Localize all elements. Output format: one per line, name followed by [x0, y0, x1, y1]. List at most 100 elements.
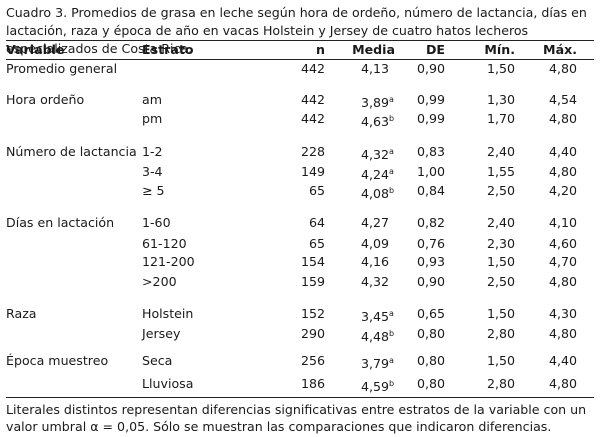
cell-media: 3,79a	[340, 352, 395, 373]
cell-min: 1,50	[486, 254, 515, 269]
header-variable: Variable	[6, 42, 65, 57]
significance-letter: a	[389, 309, 394, 318]
cell-n: 256	[300, 353, 325, 368]
media-value: 4,13	[360, 61, 389, 76]
cell-min: 2,80	[486, 326, 515, 341]
cell-n: 442	[300, 61, 325, 76]
cell-media: 3,89a	[340, 91, 395, 112]
table-caption: Cuadro 3. Promedios de grasa en leche se…	[6, 5, 587, 56]
cell-variable: Promedio general	[6, 61, 118, 76]
cell-variable: Número de lactancia	[6, 144, 137, 159]
media-value: 3,79	[360, 356, 389, 371]
cell-min: 1,50	[486, 306, 515, 321]
significance-letter: b	[389, 379, 395, 388]
cell-estrato: 3-4	[142, 164, 163, 179]
cell-min: 2,80	[486, 376, 515, 391]
cell-estrato: 121-200	[142, 254, 195, 269]
significance-letter: a	[389, 95, 394, 104]
media-value: 3,89	[360, 95, 389, 110]
cell-min: 2,40	[486, 215, 515, 230]
cell-de: 0,65	[416, 306, 445, 321]
significance-letter: a	[389, 167, 394, 176]
table-footnote: Literales distintos representan diferenc…	[6, 402, 587, 434]
cell-max: 4,40	[548, 144, 577, 159]
cell-max: 4,40	[548, 353, 577, 368]
header-de: DE	[425, 42, 445, 57]
cell-media: 4,59b	[340, 375, 395, 396]
cell-de: 0,90	[416, 274, 445, 289]
header-media: Media	[352, 42, 395, 57]
cell-de: 0,82	[416, 215, 445, 230]
cell-estrato: Seca	[142, 353, 173, 368]
cell-max: 4,54	[548, 92, 577, 107]
media-value: 4,59	[360, 379, 389, 394]
cell-de: 0,93	[416, 254, 445, 269]
cell-estrato: Jersey	[142, 326, 181, 341]
cell-media: 4,32	[340, 273, 395, 291]
cell-estrato: Holstein	[142, 306, 194, 321]
cell-n: 228	[300, 144, 325, 159]
cell-media: 4,48b	[340, 325, 395, 346]
cell-min: 1,70	[486, 111, 515, 126]
cell-estrato: ≥ 5	[142, 183, 165, 198]
significance-letter: a	[389, 356, 394, 365]
cell-n: 149	[300, 164, 325, 179]
cell-n: 65	[308, 236, 325, 251]
media-value: 4,24	[360, 167, 389, 182]
cell-max: 4,30	[548, 306, 577, 321]
significance-letter: a	[389, 147, 394, 156]
cell-de: 0,99	[416, 111, 445, 126]
cell-min: 2,50	[486, 183, 515, 198]
cell-media: 4,08b	[340, 182, 395, 203]
cell-min: 2,40	[486, 144, 515, 159]
cell-de: 1,00	[416, 164, 445, 179]
media-value: 4,32	[360, 274, 389, 289]
cell-de: 0,90	[416, 61, 445, 76]
bottom-rule	[6, 397, 594, 398]
cell-max: 4,70	[548, 254, 577, 269]
cell-de: 0,76	[416, 236, 445, 251]
media-value: 4,09	[360, 236, 389, 251]
cell-media: 4,27	[340, 214, 395, 232]
cell-de: 0,80	[416, 326, 445, 341]
cell-estrato: 1-60	[142, 215, 171, 230]
cell-media: 4,32a	[340, 143, 395, 164]
cell-min: 2,30	[486, 236, 515, 251]
media-value: 4,16	[360, 254, 389, 269]
cell-de: 0,99	[416, 92, 445, 107]
cell-de: 0,80	[416, 376, 445, 391]
cell-n: 442	[300, 111, 325, 126]
significance-letter: b	[389, 114, 395, 123]
cell-n: 154	[300, 254, 325, 269]
media-value: 4,48	[360, 329, 389, 344]
cell-n: 186	[300, 376, 325, 391]
cell-max: 4,80	[548, 164, 577, 179]
cell-media: 4,13	[340, 60, 395, 78]
cell-max: 4,80	[548, 376, 577, 391]
cell-max: 4,80	[548, 111, 577, 126]
cell-estrato: 1-2	[142, 144, 163, 159]
header-min: Mín.	[484, 42, 515, 57]
media-value: 3,45	[360, 309, 389, 324]
cell-n: 159	[300, 274, 325, 289]
cell-variable: Raza	[6, 306, 37, 321]
cell-media: 4,16	[340, 253, 395, 271]
significance-letter: b	[389, 329, 395, 338]
media-value: 4,63	[360, 114, 389, 129]
top-rule	[6, 40, 594, 41]
media-value: 4,32	[360, 147, 389, 162]
cell-media: 3,45a	[340, 305, 395, 326]
cell-estrato: Lluviosa	[142, 376, 194, 391]
media-value: 4,08	[360, 186, 389, 201]
cell-max: 4,10	[548, 215, 577, 230]
cell-de: 0,84	[416, 183, 445, 198]
cell-min: 2,50	[486, 274, 515, 289]
cell-estrato: >200	[142, 274, 177, 289]
cell-min: 1,50	[486, 61, 515, 76]
cell-variable: Época muestreo	[6, 353, 109, 368]
cell-max: 4,80	[548, 326, 577, 341]
header-estrato: Estrato	[142, 42, 194, 57]
cell-variable: Hora ordeño	[6, 92, 85, 107]
header-max: Máx.	[543, 42, 577, 57]
cell-n: 152	[300, 306, 325, 321]
